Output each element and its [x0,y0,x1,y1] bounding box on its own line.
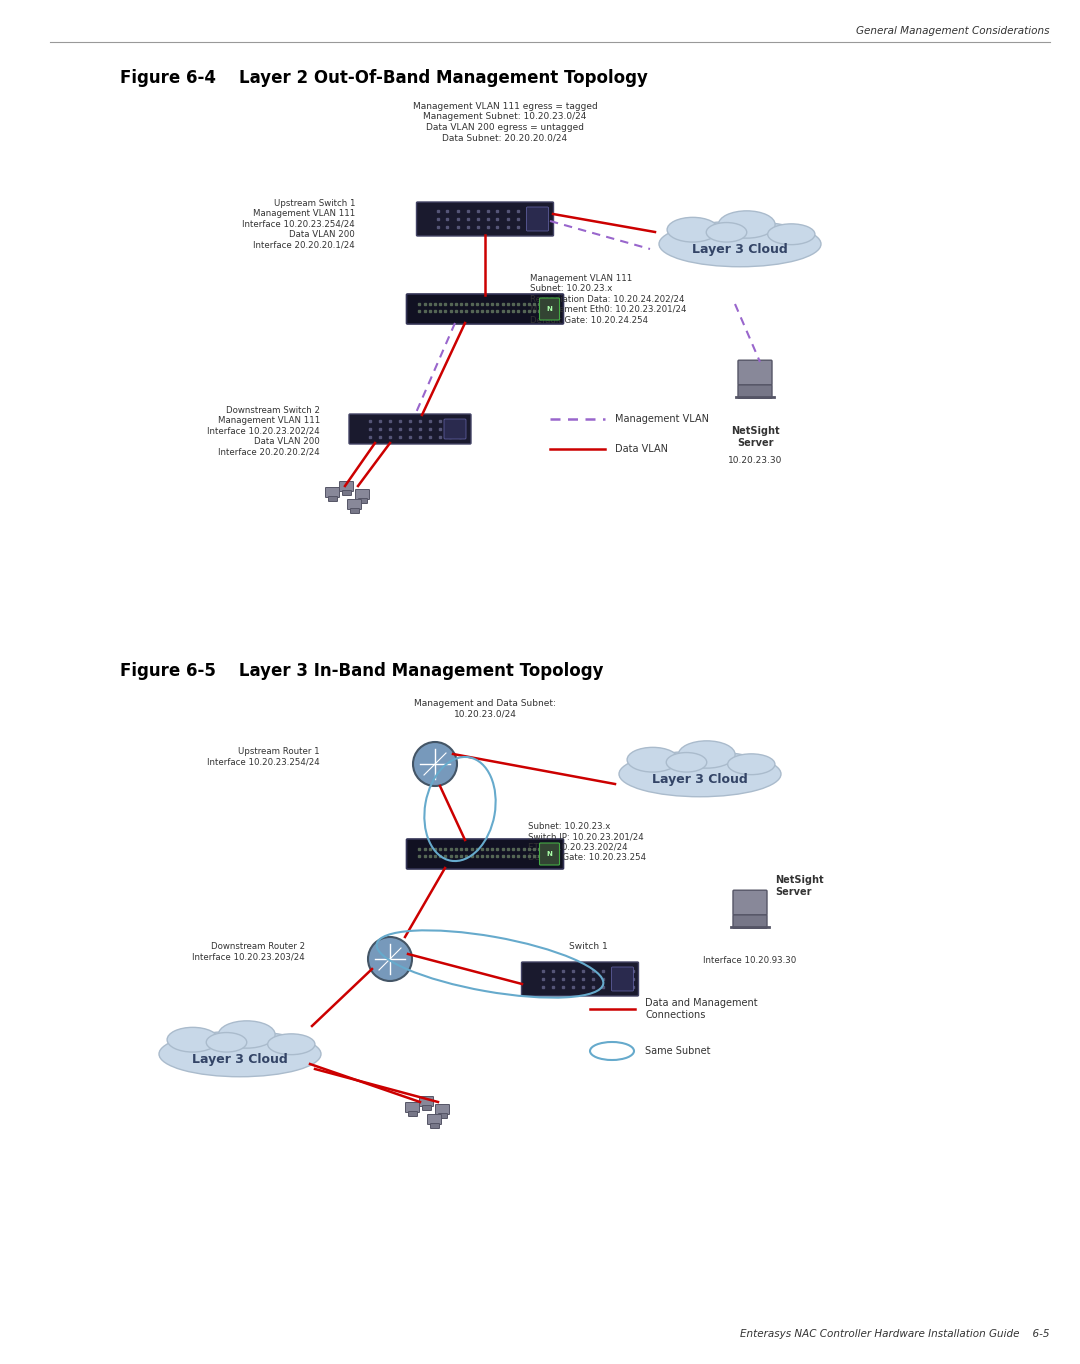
FancyBboxPatch shape [328,496,337,502]
Text: 10.20.23.30: 10.20.23.30 [728,456,782,465]
Text: Interface 10.20.93.30: Interface 10.20.93.30 [703,956,797,964]
FancyBboxPatch shape [431,1124,440,1128]
Text: Management and Data Subnet:
10.20.23.0/24: Management and Data Subnet: 10.20.23.0/2… [414,698,556,719]
Text: Same Subnet: Same Subnet [645,1046,711,1056]
Text: Downstream Switch 2
Management VLAN 111
Interface 10.20.23.202/24
Data VLAN 200
: Downstream Switch 2 Management VLAN 111 … [207,406,320,457]
Ellipse shape [218,1020,275,1048]
Ellipse shape [627,747,678,772]
Text: Layer 3 Cloud: Layer 3 Cloud [652,772,747,786]
Ellipse shape [268,1034,315,1054]
FancyBboxPatch shape [342,491,351,495]
Ellipse shape [706,222,746,241]
FancyBboxPatch shape [540,297,559,321]
Ellipse shape [206,1033,246,1052]
FancyBboxPatch shape [405,1102,419,1113]
FancyBboxPatch shape [738,385,772,398]
Text: N: N [546,851,553,857]
FancyBboxPatch shape [738,360,772,385]
Text: Switch 1: Switch 1 [569,943,607,951]
FancyBboxPatch shape [349,415,471,445]
FancyBboxPatch shape [611,967,634,992]
FancyBboxPatch shape [348,499,362,510]
Ellipse shape [659,221,821,267]
FancyBboxPatch shape [527,207,549,231]
FancyBboxPatch shape [351,509,360,513]
FancyBboxPatch shape [339,481,353,491]
FancyBboxPatch shape [406,839,564,869]
Ellipse shape [667,217,718,241]
Ellipse shape [728,754,775,775]
Ellipse shape [768,224,815,244]
Text: Figure 6-4    Layer 2 Out-Of-Band Management Topology: Figure 6-4 Layer 2 Out-Of-Band Managemen… [120,70,648,87]
Ellipse shape [718,211,775,239]
Text: Layer 3 Cloud: Layer 3 Cloud [192,1053,288,1065]
Ellipse shape [159,1031,321,1076]
Text: Management VLAN 111 egress = tagged
Management Subnet: 10.20.23.0/24
Data VLAN 2: Management VLAN 111 egress = tagged Mana… [413,102,597,142]
FancyBboxPatch shape [417,202,554,236]
Text: Figure 6-5    Layer 3 In-Band Management Topology: Figure 6-5 Layer 3 In-Band Management To… [120,662,604,681]
Text: Layer 3 Cloud: Layer 3 Cloud [692,243,788,255]
Text: Data VLAN: Data VLAN [615,445,669,454]
Text: General Management Considerations: General Management Considerations [856,26,1050,35]
FancyBboxPatch shape [435,1105,449,1114]
Text: Downstream Router 2
Interface 10.20.23.203/24: Downstream Router 2 Interface 10.20.23.2… [192,943,305,962]
FancyBboxPatch shape [540,843,559,865]
Circle shape [368,937,411,981]
FancyBboxPatch shape [733,915,767,929]
FancyBboxPatch shape [733,891,767,915]
FancyBboxPatch shape [444,419,465,439]
FancyBboxPatch shape [522,962,638,996]
FancyBboxPatch shape [419,1097,433,1106]
Text: Upstream Router 1
Interface 10.20.23.254/24: Upstream Router 1 Interface 10.20.23.254… [207,747,320,767]
FancyBboxPatch shape [325,487,339,498]
Text: Subnet: 10.20.23.x
Switch IP: 10.20.23.201/24
ETH1: 10.20.23.202/24
Default Gate: Subnet: 10.20.23.x Switch IP: 10.20.23.2… [528,822,646,862]
Ellipse shape [167,1027,218,1052]
FancyBboxPatch shape [359,498,367,503]
Ellipse shape [619,752,781,797]
Text: Management VLAN 111
Subnet: 10.20.23.x
Remediation Data: 10.20.24.202/24
Managem: Management VLAN 111 Subnet: 10.20.23.x R… [530,274,687,325]
Text: Upstream Switch 1
Management VLAN 111
Interface 10.20.23.254/24
Data VLAN 200
In: Upstream Switch 1 Management VLAN 111 In… [242,199,355,250]
Ellipse shape [666,753,706,772]
Text: Data and Management
Connections: Data and Management Connections [645,998,758,1020]
Text: Enterasys NAC Controller Hardware Installation Guide    6-5: Enterasys NAC Controller Hardware Instal… [741,1329,1050,1339]
FancyBboxPatch shape [422,1105,432,1110]
FancyBboxPatch shape [408,1112,418,1117]
Circle shape [413,742,457,786]
Text: NetSight
Server: NetSight Server [731,426,780,447]
FancyBboxPatch shape [428,1114,442,1124]
FancyBboxPatch shape [438,1113,447,1118]
Text: NetSight
Server: NetSight Server [775,876,824,896]
FancyBboxPatch shape [406,295,564,325]
Ellipse shape [678,741,735,768]
Text: N: N [546,306,553,312]
Text: Management VLAN: Management VLAN [615,415,708,424]
FancyBboxPatch shape [355,490,369,499]
